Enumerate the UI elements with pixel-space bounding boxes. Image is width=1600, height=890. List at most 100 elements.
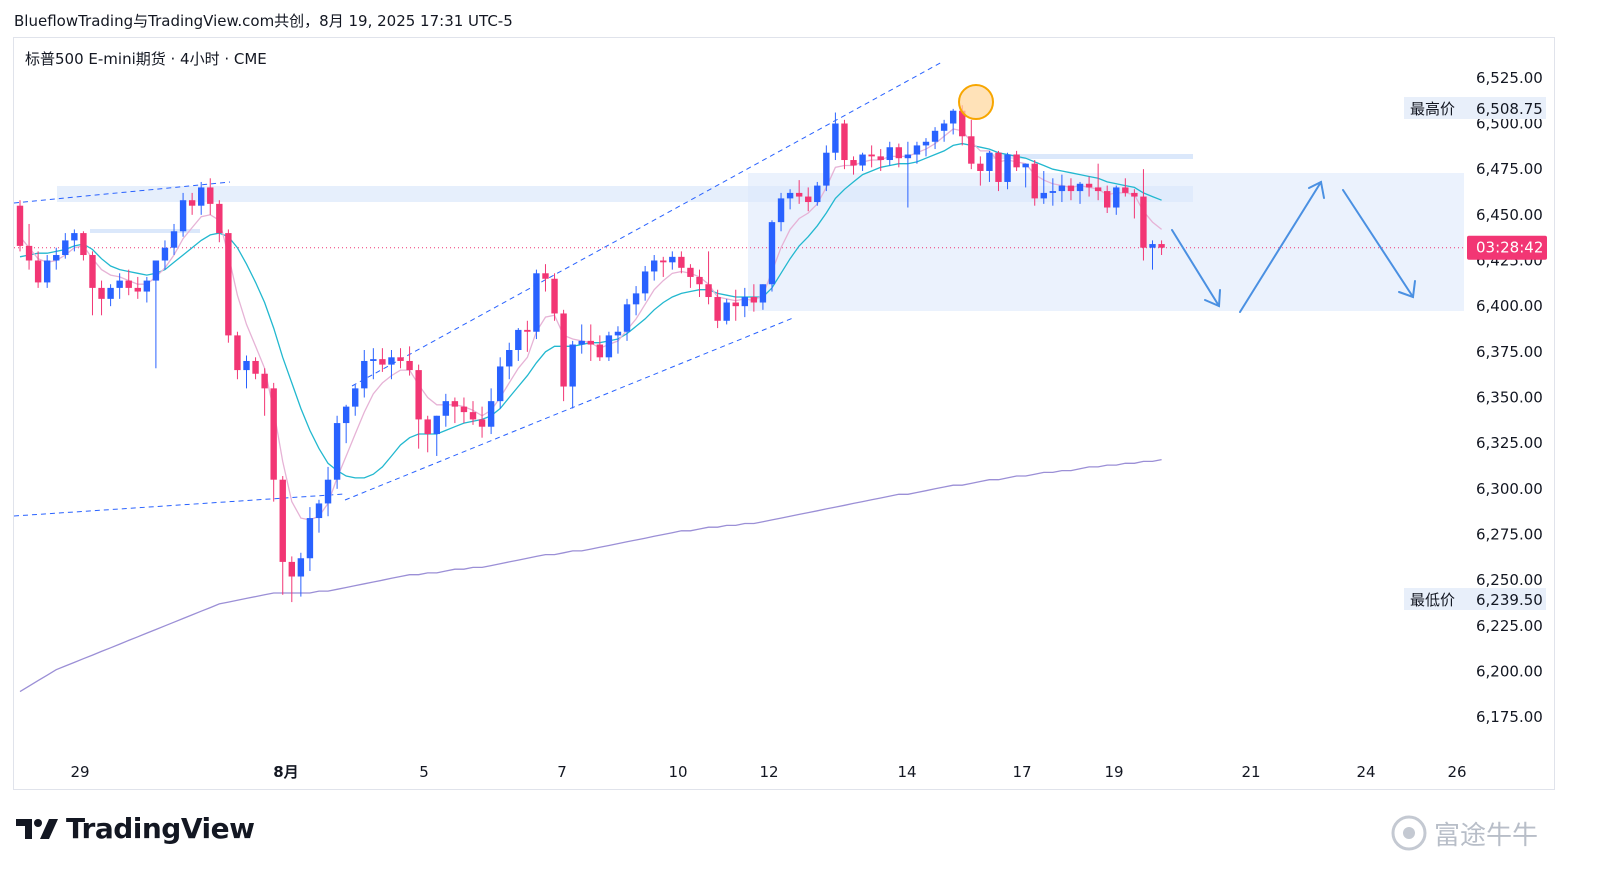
channel-lower-line — [344, 317, 794, 501]
candle-body — [805, 196, 812, 203]
price-tick-label: 6,200.00 — [1476, 663, 1543, 681]
candle-body — [533, 273, 540, 332]
price-tick-label: 6,225.00 — [1476, 617, 1543, 635]
candle-body — [687, 267, 694, 277]
candle-body — [515, 329, 522, 351]
futu-watermark-text: 富途牛牛 — [1434, 820, 1539, 851]
candle-body — [270, 388, 277, 480]
candle-body — [379, 359, 386, 365]
candle-body — [823, 152, 830, 186]
candle-body — [506, 350, 513, 367]
price-axis[interactable]: 6,525.006,500.006,475.006,450.006,425.00… — [1476, 69, 1543, 726]
tv-logo-icon — [16, 818, 58, 839]
candle-body — [370, 359, 377, 361]
candle-body — [1104, 191, 1111, 208]
candle-body — [886, 147, 893, 161]
price-tick-label: 6,275.00 — [1476, 526, 1543, 544]
candle-body — [134, 287, 141, 292]
candle-body — [252, 360, 259, 374]
candle-body — [179, 200, 187, 232]
candle-body — [1049, 191, 1057, 193]
candle-body — [1040, 192, 1047, 199]
candle-body — [904, 154, 912, 159]
candle-body — [487, 401, 495, 427]
candle-body — [207, 187, 214, 204]
candle-body — [1013, 154, 1020, 168]
candle-body — [496, 366, 504, 402]
candle-body — [234, 335, 241, 371]
time-tick-label: 17 — [1012, 763, 1031, 781]
low-value-text: 6,239.50 — [1476, 591, 1543, 609]
candle-body — [678, 256, 685, 268]
candle-body — [705, 284, 712, 298]
price-tick-label: 6,400.00 — [1476, 297, 1543, 315]
candle-body — [107, 287, 114, 299]
futu-watermark: 富途牛牛 — [1390, 814, 1538, 852]
candle-body — [288, 561, 295, 577]
time-tick-label: 26 — [1447, 763, 1466, 781]
candle-body — [279, 479, 286, 562]
high-value-text: 6,508.75 — [1476, 100, 1543, 118]
candle-body — [524, 329, 531, 332]
forecast-arrowhead-2 — [1308, 180, 1325, 199]
candle-body — [949, 110, 957, 124]
candle-body — [651, 260, 658, 272]
candle-body — [841, 123, 848, 161]
candle-body — [261, 373, 268, 389]
time-tick-label: 10 — [668, 763, 687, 781]
candle-body — [424, 419, 431, 435]
candle-body — [34, 260, 42, 283]
candle-body — [605, 335, 613, 358]
low-label-text: 最低价 — [1410, 591, 1455, 609]
forecast-arrow-1 — [1171, 229, 1220, 307]
candle-body — [569, 344, 576, 387]
candle-body — [931, 130, 939, 142]
candle-body — [741, 297, 748, 307]
candle-body — [43, 260, 51, 283]
candle-body — [940, 123, 948, 131]
candle-body — [143, 280, 151, 292]
candle-body — [315, 503, 323, 519]
candle-body — [415, 370, 422, 420]
tradingview-logo[interactable]: TradingView — [16, 812, 255, 845]
candle-body — [1076, 183, 1084, 192]
time-axis[interactable]: 29 8月 5 7 10 12 14 17 19 21 24 26 — [70, 763, 1466, 781]
candle-body — [977, 163, 984, 171]
candle-body — [216, 203, 223, 234]
candle-body — [759, 284, 767, 303]
candle-body — [1122, 187, 1129, 193]
candle-body — [995, 152, 1002, 182]
candle-body — [723, 302, 730, 321]
candle-body — [89, 255, 96, 288]
resistance-band — [57, 186, 1193, 202]
ema-slow-line — [19, 458, 1162, 693]
forecast-arrowhead-1 — [1204, 289, 1221, 308]
candle-body — [478, 419, 486, 427]
low-price-label: 最低价 6,239.50 — [1404, 588, 1546, 610]
candle-body — [1085, 183, 1093, 188]
candle-body — [850, 160, 857, 166]
trendline-lower-left — [13, 493, 346, 517]
price-tick-label: 6,375.00 — [1476, 343, 1543, 361]
chart-header-title: BlueflowTrading与TradingView.com共创，8月 19,… — [14, 12, 513, 30]
candle-body — [161, 247, 169, 261]
candle-body — [442, 401, 450, 416]
resistance-band-upper — [988, 154, 1193, 159]
candle-body — [669, 256, 676, 263]
candle-body — [614, 331, 622, 336]
candle-body — [406, 360, 413, 371]
time-tick-label: 24 — [1356, 763, 1375, 781]
candle-body — [1149, 244, 1156, 248]
candle-body — [397, 357, 404, 361]
time-tick-label: 5 — [419, 763, 429, 781]
forecast-arrow-3 — [1342, 189, 1414, 298]
candle-body — [786, 192, 794, 199]
candle-body — [551, 278, 558, 314]
candle-body — [1067, 185, 1075, 192]
candle-body — [814, 185, 821, 203]
candlestick-series — [16, 105, 1165, 603]
candle-body — [451, 401, 459, 407]
time-tick-label: 29 — [70, 763, 89, 781]
candle-body — [868, 154, 875, 157]
